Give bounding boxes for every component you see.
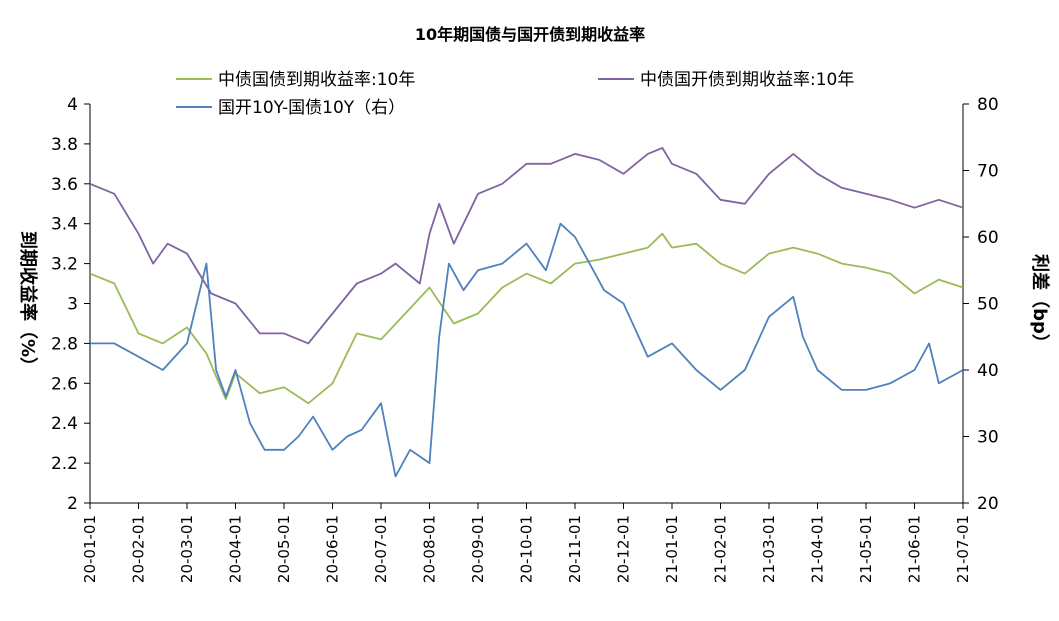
left-tick-label: 3.8 (51, 135, 78, 155)
legend: 中债国债到期收益率:10年 中债国开债到期收益率:10年 国开10Y-国债10Y… (176, 70, 854, 118)
x-tick-label: 21-07-01 (954, 515, 972, 583)
right-tick-label: 80 (977, 95, 999, 115)
left-tick-label: 4 (67, 95, 78, 115)
x-tick-label: 20-07-01 (372, 515, 390, 583)
legend-label-series-2: 国开10Y-国债10Y（右） (218, 98, 405, 118)
series-line-1 (89, 146, 964, 345)
right-axis-ticks: 20 30 40 50 60 70 80 (963, 95, 999, 514)
x-tick-label: 20-06-01 (324, 515, 342, 583)
legend-label-series-1: 中债国开债到期收益率:10年 (640, 70, 854, 90)
chart-title: 10年期国债与国开债到期收益率 (415, 25, 645, 44)
right-tick-label: 70 (977, 162, 999, 182)
left-tick-label: 3.6 (51, 175, 78, 195)
x-tick-label: 20-01-01 (81, 515, 99, 583)
x-tick-label: 21-05-01 (857, 515, 875, 583)
x-tick-label: 20-11-01 (566, 515, 584, 583)
x-tick-label: 21-03-01 (760, 515, 778, 583)
right-tick-label: 30 (977, 428, 999, 448)
left-tick-label: 2 (67, 494, 78, 514)
x-tick-label: 21-01-01 (663, 515, 681, 583)
x-tick-label: 20-05-01 (275, 515, 293, 583)
left-tick-label: 3 (67, 295, 78, 315)
legend-label-series-0: 中债国债到期收益率:10年 (218, 70, 415, 90)
right-tick-label: 40 (977, 361, 999, 381)
series-line-0 (89, 232, 964, 405)
x-tick-label: 20-02-01 (130, 515, 148, 583)
left-tick-label: 2.4 (51, 414, 78, 434)
left-axis-ticks: 2 2.2 2.4 2.6 2.8 3 3.2 3.4 3.6 3.8 4 (51, 95, 90, 514)
left-tick-label: 2.6 (51, 374, 78, 394)
x-tick-label: 20-08-01 (421, 515, 439, 583)
left-tick-label: 2.8 (51, 334, 78, 354)
left-axis-title: 到期收益率（%） (17, 231, 39, 375)
x-tick-label: 20-09-01 (469, 515, 487, 583)
left-tick-label: 2.2 (51, 454, 78, 474)
left-tick-label: 3.2 (51, 255, 78, 275)
right-tick-label: 60 (977, 228, 999, 248)
series-line-2 (90, 222, 964, 478)
x-tick-label: 21-04-01 (809, 515, 827, 583)
x-tick-label: 20-12-01 (615, 515, 633, 583)
x-tick-label: 21-06-01 (906, 515, 924, 583)
x-tick-label: 20-10-01 (518, 515, 536, 583)
right-tick-label: 50 (977, 295, 999, 315)
right-axis-title: 利差（bp） (1029, 254, 1051, 352)
x-axis-ticks: 20-01-01 20-02-01 20-03-01 20-04-01 20-05-01… (81, 503, 972, 583)
left-tick-label: 3.4 (51, 215, 78, 235)
x-tick-label: 20-04-01 (227, 515, 245, 583)
x-tick-label: 21-02-01 (712, 515, 730, 583)
x-tick-label: 20-03-01 (178, 515, 196, 583)
series-layer (89, 146, 964, 478)
right-tick-label: 20 (977, 494, 999, 514)
